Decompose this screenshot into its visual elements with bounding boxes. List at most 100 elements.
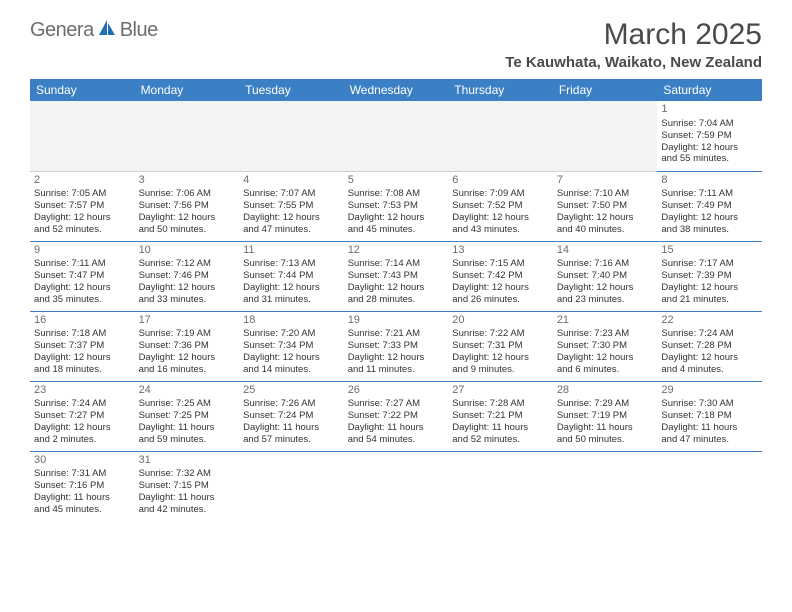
sunrise-line: Sunrise: 7:27 AM xyxy=(348,398,445,410)
location-subtitle: Te Kauwhata, Waikato, New Zealand xyxy=(505,54,762,71)
day-cell-14: 14Sunrise: 7:16 AMSunset: 7:40 PMDayligh… xyxy=(553,241,658,311)
sunrise-line: Sunrise: 7:18 AM xyxy=(34,328,131,340)
day-cell-11: 11Sunrise: 7:13 AMSunset: 7:44 PMDayligh… xyxy=(239,241,344,311)
day-header-tuesday: Tuesday xyxy=(239,79,344,101)
daylight-line-2: and 59 minutes. xyxy=(139,434,236,446)
sunrise-line: Sunrise: 7:11 AM xyxy=(34,258,131,270)
daylight-line-1: Daylight: 12 hours xyxy=(243,282,340,294)
daylight-line-1: Daylight: 11 hours xyxy=(661,422,758,434)
sunrise-line: Sunrise: 7:24 AM xyxy=(661,328,758,340)
sail-icon xyxy=(97,18,117,43)
sunset-line: Sunset: 7:50 PM xyxy=(557,200,654,212)
daylight-line-1: Daylight: 12 hours xyxy=(557,352,654,364)
empty-cell xyxy=(239,451,344,521)
calendar-week-5: 30Sunrise: 7:31 AMSunset: 7:16 PMDayligh… xyxy=(30,451,762,521)
day-cell-2: 2Sunrise: 7:05 AMSunset: 7:57 PMDaylight… xyxy=(30,171,135,241)
sunrise-line: Sunrise: 7:30 AM xyxy=(661,398,758,410)
sunrise-line: Sunrise: 7:09 AM xyxy=(452,188,549,200)
daylight-line-1: Daylight: 12 hours xyxy=(661,352,758,364)
empty-cell xyxy=(553,451,658,521)
day-number: 26 xyxy=(348,384,445,398)
calendar-body: 1Sunrise: 7:04 AMSunset: 7:59 PMDaylight… xyxy=(30,101,762,521)
day-cell-4: 4Sunrise: 7:07 AMSunset: 7:55 PMDaylight… xyxy=(239,171,344,241)
day-number: 1 xyxy=(661,103,758,117)
day-header-thursday: Thursday xyxy=(448,79,553,101)
daylight-line-1: Daylight: 12 hours xyxy=(243,212,340,224)
sunset-line: Sunset: 7:19 PM xyxy=(557,410,654,422)
sunset-line: Sunset: 7:40 PM xyxy=(557,270,654,282)
day-number: 10 xyxy=(139,244,236,258)
day-number: 17 xyxy=(139,314,236,328)
daylight-line-1: Daylight: 12 hours xyxy=(348,282,445,294)
sunset-line: Sunset: 7:42 PM xyxy=(452,270,549,282)
day-number: 16 xyxy=(34,314,131,328)
sunset-line: Sunset: 7:56 PM xyxy=(139,200,236,212)
daylight-line-2: and 52 minutes. xyxy=(34,224,131,236)
daylight-line-1: Daylight: 12 hours xyxy=(34,282,131,294)
calendar-week-0: 1Sunrise: 7:04 AMSunset: 7:59 PMDaylight… xyxy=(30,101,762,171)
empty-cell xyxy=(30,101,135,171)
daylight-line-2: and 11 minutes. xyxy=(348,364,445,376)
title-block: March 2025 Te Kauwhata, Waikato, New Zea… xyxy=(505,18,762,71)
sunset-line: Sunset: 7:30 PM xyxy=(557,340,654,352)
day-number: 11 xyxy=(243,244,340,258)
day-cell-18: 18Sunrise: 7:20 AMSunset: 7:34 PMDayligh… xyxy=(239,311,344,381)
day-cell-30: 30Sunrise: 7:31 AMSunset: 7:16 PMDayligh… xyxy=(30,451,135,521)
sunset-line: Sunset: 7:25 PM xyxy=(139,410,236,422)
daylight-line-1: Daylight: 12 hours xyxy=(452,352,549,364)
daylight-line-1: Daylight: 11 hours xyxy=(139,492,236,504)
daylight-line-2: and 23 minutes. xyxy=(557,294,654,306)
daylight-line-1: Daylight: 12 hours xyxy=(348,352,445,364)
daylight-line-1: Daylight: 12 hours xyxy=(34,422,131,434)
day-cell-6: 6Sunrise: 7:09 AMSunset: 7:52 PMDaylight… xyxy=(448,171,553,241)
page-header: Genera Blue March 2025 Te Kauwhata, Waik… xyxy=(0,0,792,79)
day-cell-28: 28Sunrise: 7:29 AMSunset: 7:19 PMDayligh… xyxy=(553,381,658,451)
sunrise-line: Sunrise: 7:10 AM xyxy=(557,188,654,200)
sunrise-line: Sunrise: 7:13 AM xyxy=(243,258,340,270)
calendar-week-1: 2Sunrise: 7:05 AMSunset: 7:57 PMDaylight… xyxy=(30,171,762,241)
day-cell-8: 8Sunrise: 7:11 AMSunset: 7:49 PMDaylight… xyxy=(657,171,762,241)
day-number: 30 xyxy=(34,454,131,468)
sunset-line: Sunset: 7:37 PM xyxy=(34,340,131,352)
calendar-week-4: 23Sunrise: 7:24 AMSunset: 7:27 PMDayligh… xyxy=(30,381,762,451)
day-number: 27 xyxy=(452,384,549,398)
sunset-line: Sunset: 7:44 PM xyxy=(243,270,340,282)
day-number: 25 xyxy=(243,384,340,398)
brand-word-2: Blue xyxy=(120,19,158,42)
sunrise-line: Sunrise: 7:14 AM xyxy=(348,258,445,270)
day-number: 21 xyxy=(557,314,654,328)
day-cell-22: 22Sunrise: 7:24 AMSunset: 7:28 PMDayligh… xyxy=(657,311,762,381)
sunrise-line: Sunrise: 7:21 AM xyxy=(348,328,445,340)
daylight-line-1: Daylight: 11 hours xyxy=(452,422,549,434)
daylight-line-1: Daylight: 12 hours xyxy=(348,212,445,224)
calendar-week-2: 9Sunrise: 7:11 AMSunset: 7:47 PMDaylight… xyxy=(30,241,762,311)
daylight-line-2: and 6 minutes. xyxy=(557,364,654,376)
sunset-line: Sunset: 7:49 PM xyxy=(661,200,758,212)
sunrise-line: Sunrise: 7:06 AM xyxy=(139,188,236,200)
day-number: 31 xyxy=(139,454,236,468)
sunset-line: Sunset: 7:59 PM xyxy=(661,130,758,142)
month-title: March 2025 xyxy=(505,18,762,52)
day-cell-1: 1Sunrise: 7:04 AMSunset: 7:59 PMDaylight… xyxy=(657,101,762,171)
daylight-line-2: and 33 minutes. xyxy=(139,294,236,306)
daylight-line-2: and 38 minutes. xyxy=(661,224,758,236)
day-cell-9: 9Sunrise: 7:11 AMSunset: 7:47 PMDaylight… xyxy=(30,241,135,311)
sunset-line: Sunset: 7:28 PM xyxy=(661,340,758,352)
sunset-line: Sunset: 7:52 PM xyxy=(452,200,549,212)
sunset-line: Sunset: 7:15 PM xyxy=(139,480,236,492)
day-cell-17: 17Sunrise: 7:19 AMSunset: 7:36 PMDayligh… xyxy=(135,311,240,381)
sunset-line: Sunset: 7:53 PM xyxy=(348,200,445,212)
daylight-line-2: and 40 minutes. xyxy=(557,224,654,236)
day-number: 2 xyxy=(34,174,131,188)
sunrise-line: Sunrise: 7:12 AM xyxy=(139,258,236,270)
daylight-line-2: and 21 minutes. xyxy=(661,294,758,306)
day-number: 7 xyxy=(557,174,654,188)
day-header-monday: Monday xyxy=(135,79,240,101)
day-header-wednesday: Wednesday xyxy=(344,79,449,101)
day-cell-31: 31Sunrise: 7:32 AMSunset: 7:15 PMDayligh… xyxy=(135,451,240,521)
daylight-line-2: and 42 minutes. xyxy=(139,504,236,516)
sunrise-line: Sunrise: 7:23 AM xyxy=(557,328,654,340)
day-number: 29 xyxy=(661,384,758,398)
daylight-line-2: and 14 minutes. xyxy=(243,364,340,376)
daylight-line-2: and 9 minutes. xyxy=(452,364,549,376)
